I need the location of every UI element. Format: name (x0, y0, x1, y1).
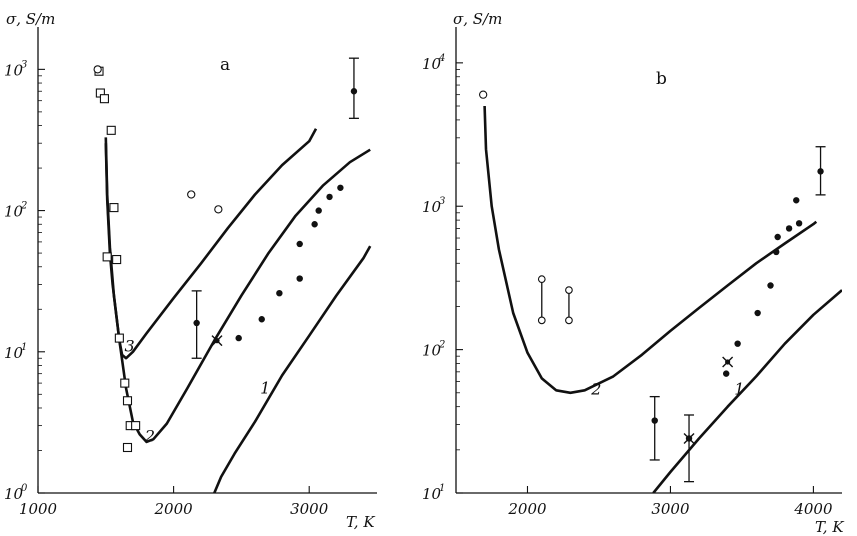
data-point-filled (651, 417, 658, 424)
y-tick-exponent: 2 (438, 340, 445, 351)
y-tick-label: 10 (422, 55, 442, 73)
data-point-cross-center (214, 338, 220, 344)
data-point-filled (296, 240, 303, 248)
data-point-filled (311, 221, 318, 228)
data-point-square (109, 203, 119, 213)
curve-1 (213, 245, 372, 493)
x-axis-title-b: T, K (815, 518, 844, 536)
y-tick-exponent: 1 (439, 483, 445, 494)
panel-label-a: a (220, 55, 230, 75)
data-point-filled (258, 316, 265, 323)
data-point-filled (296, 275, 303, 282)
data-point-square (102, 252, 112, 262)
data-point-filled (276, 289, 283, 297)
data-point-filled (793, 197, 800, 204)
y-tick-label: 10 (422, 198, 442, 216)
panel-label-b: b (656, 69, 667, 89)
data-point-filled (193, 319, 200, 327)
data-point-filled (235, 334, 242, 342)
data-point-square (114, 333, 124, 343)
x-tick-label: 2000 (154, 500, 194, 518)
y-tick-label: 10 (422, 342, 442, 360)
data-point-filled (754, 309, 761, 317)
y-axis-title-a: σ, S/m (6, 10, 55, 28)
data-point-open (479, 90, 488, 99)
data-point-filled (734, 340, 741, 347)
y-tick-exponent: 4 (438, 53, 445, 64)
y-tick-label: 10 (4, 61, 24, 79)
data-point-open (565, 286, 573, 294)
x-tick-label: 2000 (507, 500, 547, 518)
curve-2 (483, 105, 818, 395)
x-tick-label: 1000 (19, 500, 58, 518)
y-tick-exponent: 3 (21, 59, 27, 70)
data-point-square (122, 396, 133, 406)
y-tick-exponent: 0 (21, 483, 28, 494)
data-point-filled (337, 184, 344, 191)
data-point-open (93, 65, 102, 74)
curve-1 (652, 289, 842, 493)
data-point-square (99, 94, 109, 104)
x-tick-label: 3000 (290, 500, 329, 518)
data-point-open (565, 316, 573, 325)
curve-3 (104, 128, 318, 360)
data-point-cross-center (686, 435, 692, 442)
data-point-open (187, 190, 196, 199)
y-tick-label: 10 (4, 344, 24, 362)
y-tick-exponent: 1 (21, 342, 27, 353)
data-point-filled (795, 220, 803, 227)
y-tick-exponent: 3 (439, 196, 445, 207)
data-point-square (106, 125, 116, 135)
y-tick-exponent: 2 (20, 201, 27, 212)
curve-label-1: 1 (734, 379, 744, 398)
data-point-square (122, 442, 133, 453)
data-point-square (131, 421, 141, 431)
data-point-filled (785, 225, 793, 232)
curve-label-2: 2 (144, 427, 155, 446)
x-tick-label: 3000 (651, 500, 690, 518)
data-point-filled (774, 233, 781, 241)
y-axis-title-b: σ, S/m (453, 10, 502, 28)
curve-label-2: 2 (590, 379, 601, 398)
y-tick-label: 10 (422, 485, 442, 503)
y-tick-label: 10 (4, 203, 24, 221)
y-tick-label: 10 (4, 485, 24, 503)
data-point-open (537, 275, 546, 284)
curve-label-3: 3 (124, 336, 134, 355)
data-point-filled (315, 207, 322, 214)
x-axis-title-a: T, K (346, 513, 375, 531)
data-point-open (537, 316, 546, 325)
data-point-filled (817, 168, 824, 175)
curve-label-1: 1 (260, 378, 270, 397)
data-point-filled (326, 193, 333, 201)
data-point-filled (767, 282, 774, 289)
data-point-square (112, 254, 122, 265)
data-point-filled (723, 370, 730, 377)
data-point-filled (350, 88, 358, 95)
x-tick-label: 4000 (793, 500, 833, 518)
data-point-cross-center (725, 359, 731, 365)
data-point-open (214, 205, 223, 214)
curve-2 (104, 143, 371, 444)
data-point-filled (773, 248, 780, 256)
data-point-square (120, 378, 130, 388)
